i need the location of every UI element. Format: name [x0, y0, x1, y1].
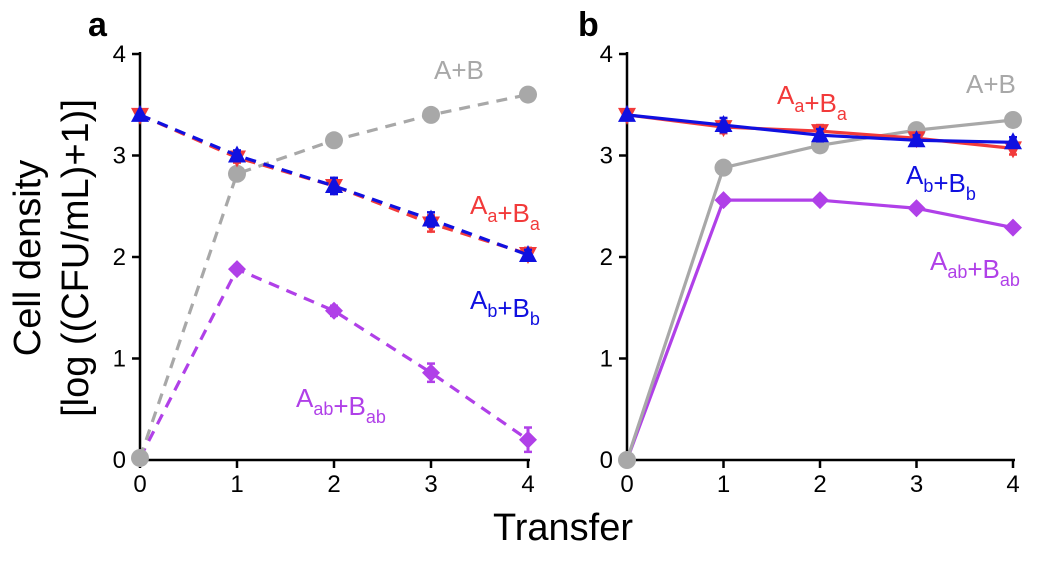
data-point-circle — [325, 131, 343, 150]
y-tick-label: 2 — [113, 244, 126, 271]
series-label-subscript: ab — [366, 407, 386, 427]
series-label-subscript: a — [837, 104, 848, 124]
data-point-triangle-up — [811, 125, 829, 143]
series-label-part: +B — [497, 198, 530, 228]
panel-label: b — [578, 6, 599, 44]
data-point-triangle-up — [618, 104, 636, 122]
series-b: Ab+Bb — [618, 104, 1022, 204]
data-point-diamond — [422, 363, 440, 382]
series-label-a: Aa+Ba — [777, 80, 848, 124]
data-point-triangle-up — [1004, 132, 1022, 150]
series-label-part: +B — [333, 391, 366, 421]
data-point-triangle-up — [907, 130, 926, 148]
series-label-a: Aa+Ba — [470, 190, 541, 234]
x-tick-label: 0 — [133, 471, 146, 498]
data-point-circle — [618, 451, 636, 469]
series-label-subscript: b — [530, 309, 540, 329]
data-point-triangle-up — [131, 104, 149, 122]
series-b: Ab+Bb — [131, 104, 540, 329]
series-label-part: A — [777, 80, 795, 110]
series-label-part: A — [296, 383, 314, 413]
series-both: A +B — [131, 55, 537, 467]
data-point-circle — [519, 85, 537, 104]
series-label-part: A — [930, 246, 948, 276]
series-label-subscript: a — [487, 206, 498, 226]
x-tick-label: 2 — [327, 471, 340, 498]
series-line — [138, 267, 529, 459]
x-tick-label: 3 — [424, 471, 437, 498]
panel-label: a — [88, 6, 108, 44]
series-ab: Aab+Bab — [618, 191, 1022, 469]
data-point-triangle-up — [714, 115, 733, 133]
series-line — [139, 113, 529, 256]
x-tick-label: 1 — [230, 471, 243, 498]
series-label-subscript: ab — [1000, 270, 1020, 290]
series-label-ab: Aab+Bab — [296, 383, 386, 427]
data-point-diamond — [714, 191, 733, 210]
data-point-diamond — [228, 260, 246, 279]
x-tick-label: 2 — [813, 471, 826, 498]
series-label-part: +B — [804, 88, 837, 118]
y-tick-label: 4 — [600, 41, 613, 68]
y-tick-label: 2 — [600, 244, 613, 271]
series-label-subscript: ab — [947, 262, 967, 282]
y-tick-label: 3 — [600, 143, 613, 170]
series-label-both: A+B — [966, 69, 1016, 99]
data-point-circle — [131, 448, 149, 467]
data-point-triangle-up — [228, 145, 246, 163]
x-tick-label: 4 — [521, 471, 534, 498]
x-tick-label: 4 — [1006, 471, 1019, 498]
x-axis-title: Transfer — [493, 507, 633, 549]
series-label-ab: Aab+Bab — [930, 246, 1020, 290]
series-label-subscript: ab — [313, 399, 333, 419]
x-tick-label: 1 — [717, 471, 730, 498]
series-line — [625, 198, 1014, 461]
series-label-subscript: b — [487, 301, 497, 321]
y-axis-title-line1: Cell density — [7, 160, 49, 356]
series-label-both: A+B — [434, 55, 484, 85]
series-line — [139, 113, 529, 257]
x-tick-label: 3 — [910, 471, 923, 498]
y-tick-label: 1 — [113, 346, 126, 373]
series-label-part: A+B — [966, 69, 1016, 99]
series-label-part: +B — [933, 168, 966, 198]
series-label-part: A — [470, 190, 488, 220]
series-label-part: +B — [967, 254, 1000, 284]
data-point-circle — [714, 158, 733, 177]
series-label-part: A — [470, 285, 488, 315]
y-axis-title-line2: [log ((CFU/mL)+1)] — [55, 99, 97, 417]
data-point-diamond — [519, 430, 537, 449]
series-label-subscript: b — [966, 184, 976, 204]
data-point-circle — [1004, 110, 1022, 129]
data-point-diamond — [907, 199, 926, 218]
y-tick-label: 1 — [600, 346, 613, 373]
series-a: Aa+Ba — [131, 107, 541, 264]
series-label-b: Ab+Bb — [906, 160, 976, 204]
y-tick-label: 4 — [113, 41, 126, 68]
data-point-diamond — [325, 301, 343, 320]
x-tick-label: 0 — [620, 471, 633, 498]
y-tick-label: 0 — [113, 447, 126, 474]
series-label-subscript: a — [794, 96, 805, 116]
data-point-diamond — [811, 191, 829, 210]
data-point-diamond — [1004, 218, 1022, 237]
y-tick-label: 0 — [600, 447, 613, 474]
data-point-circle — [228, 164, 246, 183]
series-label-subscript: b — [923, 176, 933, 196]
series-label-b: Ab+Bb — [470, 285, 540, 329]
series-label-part: A+B — [434, 55, 484, 85]
data-point-triangle-up — [519, 244, 537, 262]
data-point-triangle-up — [325, 175, 343, 193]
series-label-part: A — [906, 160, 924, 190]
y-tick-label: 3 — [113, 143, 126, 170]
data-point-circle — [422, 105, 440, 124]
series-label-part: +B — [497, 293, 530, 323]
data-point-triangle-up — [422, 209, 440, 227]
series-label-subscript: a — [530, 214, 541, 234]
